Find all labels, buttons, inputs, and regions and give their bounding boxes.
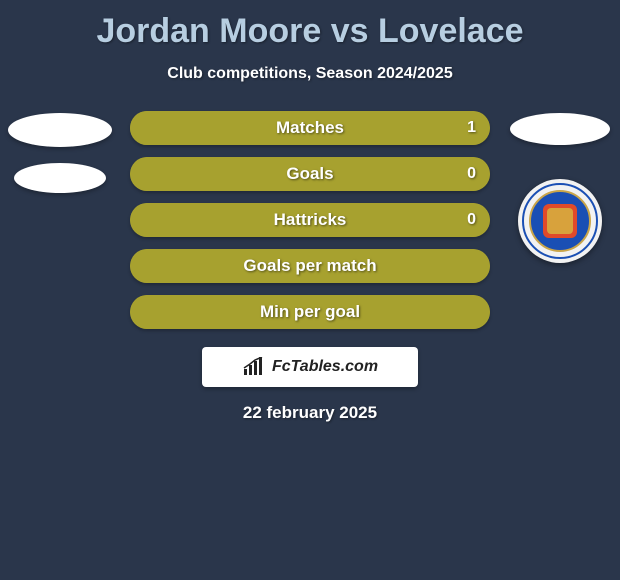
player2-club-badge	[518, 179, 602, 263]
bar-label: Min per goal	[260, 302, 360, 322]
date-text: 22 february 2025	[243, 403, 377, 423]
bar-label: Hattricks	[274, 210, 347, 230]
badge-lion-icon	[543, 204, 577, 238]
bar-label: Goals	[286, 164, 333, 184]
stat-bar-hattricks: Hattricks 0	[130, 203, 490, 237]
stat-bar-goals: Goals 0	[130, 157, 490, 191]
bar-label: Matches	[276, 118, 344, 138]
bar-fill-right	[310, 157, 490, 191]
title-player1: Jordan Moore	[96, 12, 321, 50]
player1-club-placeholder	[14, 163, 106, 193]
title-player2: Lovelace	[378, 12, 524, 50]
left-side	[0, 111, 120, 193]
bar-value-right: 0	[467, 165, 476, 183]
bar-fill-left	[130, 157, 310, 191]
bar-value-right: 0	[467, 211, 476, 229]
subtitle: Club competitions, Season 2024/2025	[167, 65, 452, 83]
badge-inner	[529, 190, 591, 252]
main-row: Matches 1 Goals 0 Hattricks 0 Goals per match M…	[0, 111, 620, 329]
page-title: Jordan Moore vs Lovelace	[96, 12, 523, 51]
stat-bars: Matches 1 Goals 0 Hattricks 0 Goals per match M…	[120, 111, 500, 329]
title-vs: vs	[331, 12, 369, 50]
comparison-card: Jordan Moore vs Lovelace Club competitio…	[0, 0, 620, 423]
stat-bar-min-per-goal: Min per goal	[130, 295, 490, 329]
bar-value-right: 1	[467, 119, 476, 137]
footer-brand-box: FcTables.com	[202, 347, 418, 387]
stat-bar-matches: Matches 1	[130, 111, 490, 145]
bar-label: Goals per match	[243, 256, 376, 276]
player2-avatar-placeholder	[510, 113, 610, 145]
right-side	[500, 111, 620, 263]
stat-bar-goals-per-match: Goals per match	[130, 249, 490, 283]
brand-text: FcTables.com	[272, 358, 378, 376]
player1-avatar-placeholder	[8, 113, 112, 147]
chart-icon	[242, 357, 266, 377]
